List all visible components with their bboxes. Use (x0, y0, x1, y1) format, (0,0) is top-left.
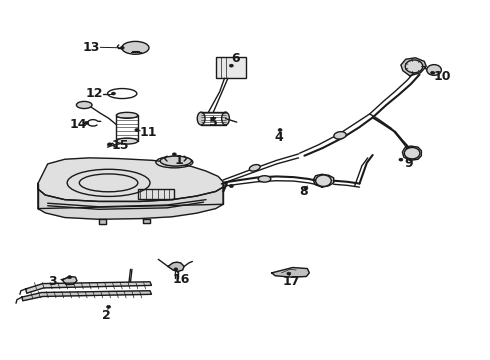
Text: 7: 7 (219, 183, 227, 195)
Text: 11: 11 (140, 126, 157, 139)
Ellipse shape (287, 272, 291, 275)
Text: 12: 12 (85, 87, 103, 100)
Ellipse shape (160, 156, 192, 166)
Text: 14: 14 (70, 118, 87, 131)
Ellipse shape (197, 112, 205, 125)
Ellipse shape (258, 176, 271, 182)
Ellipse shape (316, 175, 331, 186)
Ellipse shape (174, 268, 178, 271)
Ellipse shape (116, 112, 138, 118)
Ellipse shape (172, 153, 176, 156)
Ellipse shape (85, 121, 89, 124)
Polygon shape (402, 146, 421, 160)
Ellipse shape (108, 143, 112, 146)
Polygon shape (143, 219, 150, 223)
Ellipse shape (404, 148, 420, 159)
Bar (138, 189, 174, 199)
Text: 13: 13 (83, 41, 100, 54)
Text: 15: 15 (112, 139, 129, 152)
Polygon shape (272, 267, 309, 277)
Ellipse shape (112, 92, 116, 95)
Text: 3: 3 (48, 275, 57, 288)
Polygon shape (99, 219, 106, 224)
Bar (216, 58, 246, 78)
Ellipse shape (68, 276, 72, 279)
Polygon shape (62, 276, 77, 285)
Ellipse shape (135, 129, 139, 131)
Ellipse shape (116, 138, 138, 144)
Polygon shape (401, 58, 426, 76)
Ellipse shape (229, 185, 233, 188)
Ellipse shape (405, 60, 423, 73)
Polygon shape (168, 262, 184, 271)
Ellipse shape (431, 71, 435, 74)
Text: 10: 10 (434, 70, 451, 83)
Text: 9: 9 (404, 157, 413, 170)
Text: 1: 1 (175, 154, 184, 167)
Polygon shape (38, 184, 223, 219)
Text: 6: 6 (231, 52, 240, 65)
Polygon shape (313, 174, 334, 187)
Ellipse shape (76, 102, 92, 109)
Text: 16: 16 (173, 273, 190, 286)
Ellipse shape (211, 117, 215, 120)
Ellipse shape (249, 165, 260, 171)
Ellipse shape (278, 129, 282, 131)
Text: 2: 2 (102, 309, 111, 322)
Ellipse shape (399, 158, 403, 161)
Ellipse shape (107, 305, 111, 308)
Polygon shape (38, 158, 223, 202)
Text: 5: 5 (209, 116, 218, 129)
Ellipse shape (334, 132, 346, 139)
Text: 4: 4 (275, 131, 284, 144)
Ellipse shape (120, 46, 124, 49)
Text: 8: 8 (299, 185, 308, 198)
Ellipse shape (304, 187, 308, 190)
Ellipse shape (427, 64, 441, 75)
Polygon shape (22, 291, 151, 301)
Ellipse shape (221, 112, 229, 125)
Ellipse shape (122, 41, 149, 54)
Ellipse shape (229, 64, 233, 67)
Polygon shape (26, 282, 151, 293)
Text: 17: 17 (283, 275, 300, 288)
